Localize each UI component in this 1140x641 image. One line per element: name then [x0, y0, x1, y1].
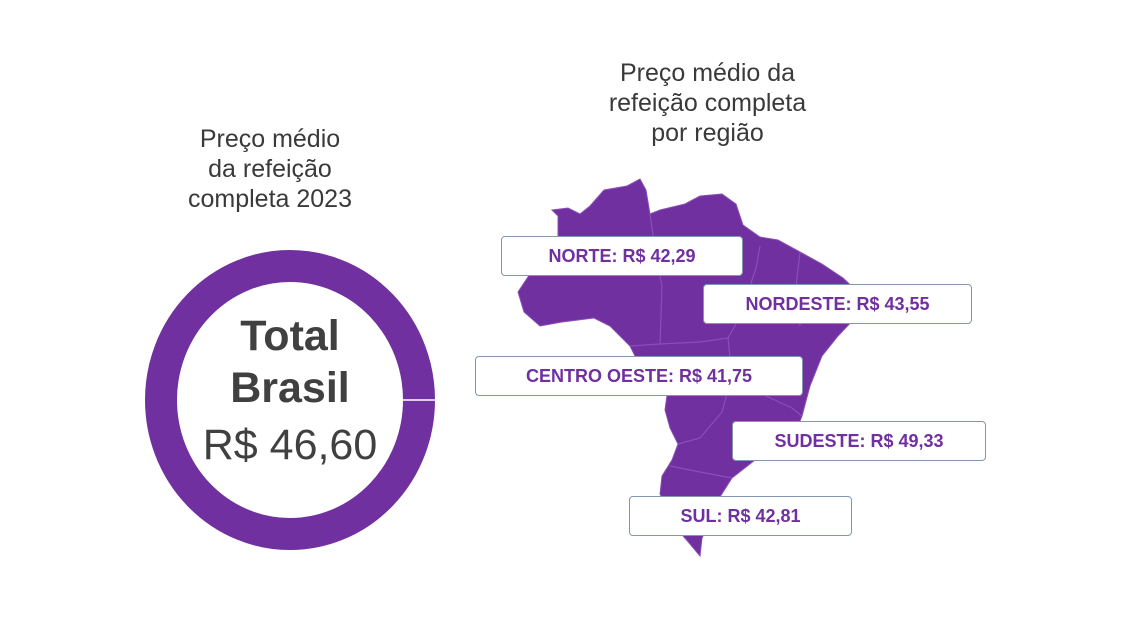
region-label-norte-text: NORTE: R$ 42,29: [548, 245, 696, 266]
right-panel-title: Preço médio da refeição completa por reg…: [608, 59, 807, 147]
region-label-sudeste-text: SUDESTE: R$ 49,33: [774, 430, 944, 451]
donut-total-value: R$ 46,60: [202, 421, 378, 469]
donut-center-text: Total Brasil R$ 46,60: [185, 310, 395, 474]
region-label-norte: NORTE: R$ 42,29: [501, 236, 743, 276]
region-label-sul-text: SUL: R$ 42,81: [680, 505, 801, 526]
donut-line-total: Total: [240, 312, 340, 360]
region-label-centro-oeste: CENTRO OESTE: R$ 41,75: [475, 356, 803, 396]
region-label-nordeste-text: NORDESTE: R$ 43,55: [745, 293, 930, 314]
border-sul: [669, 465, 733, 479]
region-label-sul: SUL: R$ 42,81: [629, 496, 852, 536]
donut-line-brasil: Brasil: [230, 364, 350, 412]
region-label-sudeste: SUDESTE: R$ 49,33: [732, 421, 986, 461]
left-panel-title: Preço médio da refeição completa 2023: [187, 125, 352, 213]
region-label-nordeste: NORDESTE: R$ 43,55: [703, 284, 972, 324]
region-label-centro-oeste-text: CENTRO OESTE: R$ 41,75: [525, 365, 753, 386]
total-brasil-donut: [145, 250, 435, 550]
